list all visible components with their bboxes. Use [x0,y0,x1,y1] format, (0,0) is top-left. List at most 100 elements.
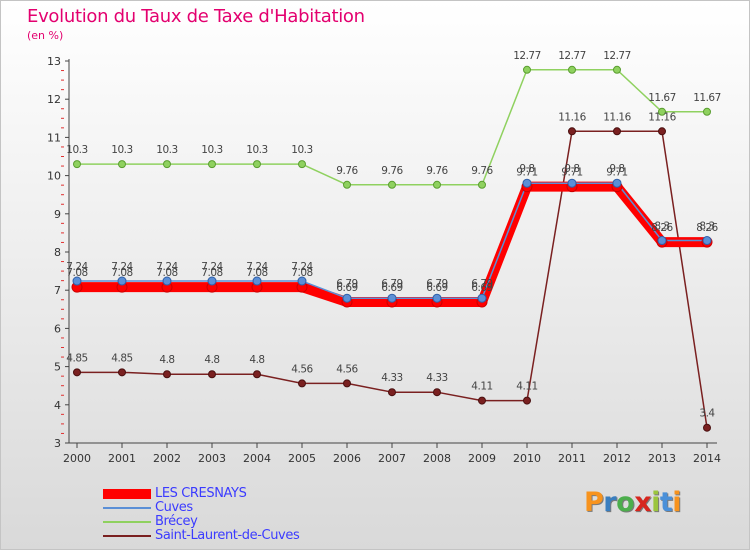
data-point [703,107,711,116]
data-label: 9.8 [564,163,579,175]
x-tick-label: 2003 [198,452,226,465]
data-label: 4.85 [66,352,87,364]
data-label: 12.77 [513,50,541,62]
x-tick-label: 2005 [288,452,316,465]
logo-letter: o [616,487,635,518]
data-label: 9.76 [426,165,448,177]
legend-label-cuves: Cuves [155,500,193,515]
data-point [118,160,126,169]
data-label: 6.69 [471,282,492,294]
data-point [342,293,352,303]
y-tick-label: 11 [47,131,61,144]
data-label: 4.8 [249,354,264,366]
data-point [73,368,81,377]
data-point [432,293,442,303]
legend-label-brecey: Brécey [155,514,198,529]
data-label: 11.67 [693,92,721,104]
data-label: 4.33 [381,372,402,384]
logo-letter: r [603,487,617,518]
x-tick-label: 2002 [153,452,181,465]
data-label: 10.3 [291,144,312,156]
series-points [71,65,713,432]
legend-item-brecey: Brécey [103,515,299,529]
data-point [523,65,531,74]
data-point [478,180,486,189]
legend-swatch-saint-laurent-de-cuves [103,535,151,537]
data-point [657,236,667,246]
chart-title: Evolution du Taux de Taxe d'Habitation [27,6,365,27]
data-point [568,65,576,74]
data-label: 12.77 [603,50,631,62]
data-point [523,396,531,405]
data-point [163,160,171,169]
data-label: 4.85 [111,352,132,364]
data-label: 7.08 [111,267,132,279]
data-label: 6.69 [336,282,357,294]
data-point [298,160,306,169]
data-label: 4.56 [291,363,313,375]
data-label: 9.76 [381,165,403,177]
data-label: 8.3 [654,221,669,233]
y-tick-label: 6 [54,322,61,335]
data-point [208,370,216,379]
legend-item-cuves: Cuves [103,501,299,515]
data-label: 9.76 [336,165,358,177]
data-point [253,370,261,379]
logo-letter: P [584,487,604,518]
data-label: 9.71 [606,167,627,179]
data-label: 7.08 [291,267,312,279]
data-point [478,396,486,405]
data-label: 11.16 [558,111,586,123]
x-tick-label: 2000 [63,452,91,465]
data-label: 8.26 [651,222,673,234]
axes: 3 4 5 6 7 8 9 10 11 12 13 2000 2001 2002 2003 2004 2005 2… [47,55,721,465]
data-label: 7.24 [291,261,313,273]
logo-letter: i [672,487,682,518]
logo-letter: i [651,487,660,518]
proxiti-logo: Proxiti [584,487,682,518]
x-tick-label: 2008 [423,452,451,465]
data-label: 11.67 [648,92,676,104]
data-label: 7.24 [246,261,268,273]
data-label: 7.24 [156,261,178,273]
data-label: 9.71 [516,167,537,179]
data-point [387,293,397,303]
data-label: 6.69 [426,282,447,294]
y-tick-label: 7 [54,284,61,297]
y-tick-label: 10 [47,170,61,183]
data-label: 9.8 [519,163,534,175]
data-label: 4.11 [471,381,492,393]
data-label: 10.3 [66,144,87,156]
legend-item-les-cresnays: LES CRESNAYS [103,487,299,501]
data-label: 12.77 [558,50,586,62]
data-point [658,107,666,116]
data-label: 10.3 [246,144,267,156]
data-label: 7.08 [156,267,177,279]
data-point [433,180,441,189]
x-tick-label: 2007 [378,452,406,465]
data-point [252,276,262,286]
x-tick-label: 2010 [513,452,541,465]
data-point [567,178,577,188]
data-point [343,180,351,189]
x-tick-label: 2013 [648,452,676,465]
data-point [207,276,217,286]
y-tick-label: 9 [54,208,61,221]
data-label: 6.79 [426,278,447,290]
data-point [703,423,711,432]
data-point [163,370,171,379]
data-labels: 10.3 10.3 10.3 10.3 10.3 10.3 9.76 9.76 9.76 9.76… [66,50,721,420]
data-point [162,276,172,286]
data-label: 6.79 [381,278,402,290]
data-point [522,178,532,188]
x-tick-label: 2001 [108,452,136,465]
data-point [477,293,487,303]
data-point [388,388,396,397]
data-point [568,127,576,136]
data-label: 11.16 [603,111,631,123]
y-tick-label: 5 [54,361,61,374]
x-tick-label: 2004 [243,452,271,465]
y-tick-label: 13 [47,55,61,68]
data-point [613,65,621,74]
data-point [343,379,351,388]
